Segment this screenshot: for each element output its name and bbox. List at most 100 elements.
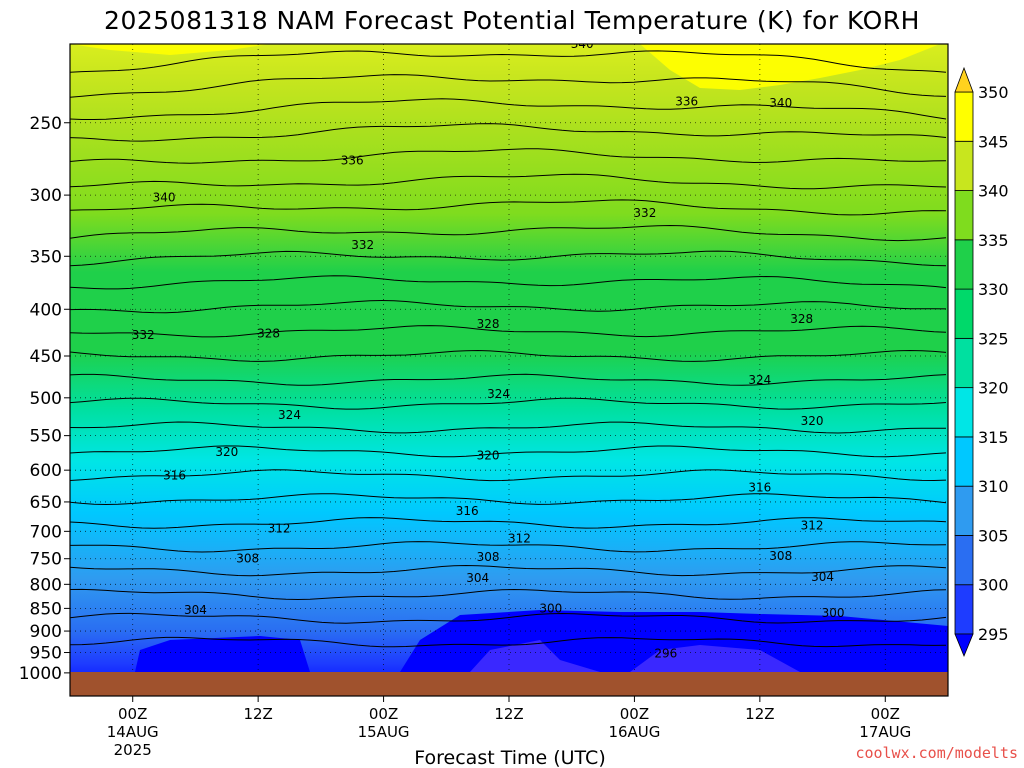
contour-label-324: 324 [748,373,771,387]
isentrope-326 [70,275,947,290]
contour-labels: 340 336 340 336 340 332 332 332 328 328 328 324 324 3… [132,37,845,660]
colorbar-tick-label: 315 [978,428,1009,447]
x-tick-date: 15AUG [358,723,410,741]
credit-text: coolwx.com/modelts [855,744,1018,762]
colorbar-tick-label: 345 [978,132,1009,151]
colorbar-band-320-325 [954,337,974,389]
isentrope-316 [70,397,947,410]
contour-label-328: 328 [477,317,500,331]
colorbar-band-330-335 [954,239,974,290]
contour-label-300: 300 [822,606,845,620]
contour-label-296: 296 [654,646,677,660]
colorbar-band-345-350 [954,91,974,142]
y-tick-label: 450 [30,347,62,367]
contour-label-308: 308 [769,549,792,563]
y-tick-label: 800 [30,575,62,595]
upper-left-tongue [70,44,270,55]
colorbar-low-arrow [954,633,974,658]
contour-label-304: 304 [466,571,489,585]
isentrope-304 [70,541,947,553]
x-tick-date: 14AUG [107,723,159,741]
x-tick-label: 12Z [243,705,272,723]
x-tick-label: 00Z [620,705,649,723]
y-tick-label: 550 [30,427,62,447]
x-tick-label: 00Z [871,705,900,723]
contour-label-316: 316 [748,481,771,495]
contour-label-312: 312 [801,519,824,533]
contour-label-340: 340 [153,191,176,205]
isentrope-320 [70,349,947,362]
y-tick-label: 300 [30,186,62,206]
colorbar-tick-label: 305 [978,526,1009,545]
y-tick-label: 700 [30,522,62,542]
y-tick-label: 950 [30,644,62,664]
isentrope-324 [70,299,947,314]
colorbar-tick-label: 325 [978,329,1009,348]
cold-pool-left [135,636,310,672]
x-tick-date: 17AUG [859,723,911,741]
colorbar-tick-label: 320 [978,379,1009,398]
colorbar-tick-label: 335 [978,231,1009,250]
x-tick-year: 2025 [114,741,152,759]
contour-label-304: 304 [811,570,834,584]
isentrope-310 [70,469,947,482]
isentrope-318 [70,373,947,386]
colorbar-band-315-320 [954,387,974,438]
y-tick-label: 350 [30,247,62,267]
y-tick-label: 250 [30,114,62,134]
isentrope-340 [70,98,947,120]
x-axis-label: Forecast Time (UTC) [414,747,605,768]
contour-label-312: 312 [508,532,531,546]
colorbar-band-305-310 [954,485,974,536]
contour-label-308: 308 [477,550,500,564]
isentrope-300 [70,588,947,601]
x-tick-label: 12Z [745,705,774,723]
colorbar-band-325-330 [954,288,974,339]
colorbar-tick-label: 300 [978,576,1009,595]
contour-label-300: 300 [539,601,562,615]
contour-label-332: 332 [633,206,656,220]
contour-label-308: 308 [236,552,259,566]
isentrope-336 [70,148,947,164]
y-tick-label: 900 [30,622,62,642]
y-tick-label: 1000 [19,664,62,684]
contour-label-332: 332 [132,328,155,342]
colorbar-band-300-305 [954,535,974,586]
contour-label-320: 320 [477,448,500,462]
isentrope-338 [70,123,947,142]
contour-label-332: 332 [351,238,374,252]
contour-label-304: 304 [184,603,207,617]
isentrope-308 [70,493,947,506]
colorbar-tick-label: 295 [978,625,1009,644]
colorbar-band-295-300 [954,584,974,635]
isentrope-312 [70,445,947,458]
colorbar-band-335-340 [954,190,974,241]
isentrope-306 [70,517,947,529]
colorbar-tick-label: 350 [978,83,1009,102]
colorbar: 295 300 305 310 315 320 325 330 335 340 345 350 [954,66,1009,658]
contour-label-328: 328 [257,326,280,340]
contour-label-320: 320 [801,414,824,428]
isentrope-296 [70,636,947,648]
isentrope-344 [70,50,947,73]
colorbar-band-340-345 [954,140,974,191]
isentrope-302 [70,564,947,577]
isentrope-330 [70,224,947,242]
contour-label-316: 316 [163,468,186,482]
y-tick-label: 500 [30,389,62,409]
y-axis: 250 300 350 400 450 500 550 600 650 700 750 800 850 9… [19,114,70,684]
colorbar-high-arrow [954,66,974,93]
y-tick-label: 850 [30,599,62,619]
colorbar-tick-label: 340 [978,182,1009,201]
y-tick-label: 400 [30,300,62,320]
terrain-ground [70,672,948,696]
contour-label-312: 312 [268,521,291,535]
contour-label-340: 340 [571,37,594,51]
isentrope-contours [70,50,947,648]
colorbar-tick-label: 310 [978,477,1009,496]
isentrope-328 [70,250,947,267]
grid-lines [70,44,948,696]
contour-label-316: 316 [456,504,479,518]
y-tick-label: 600 [30,461,62,481]
